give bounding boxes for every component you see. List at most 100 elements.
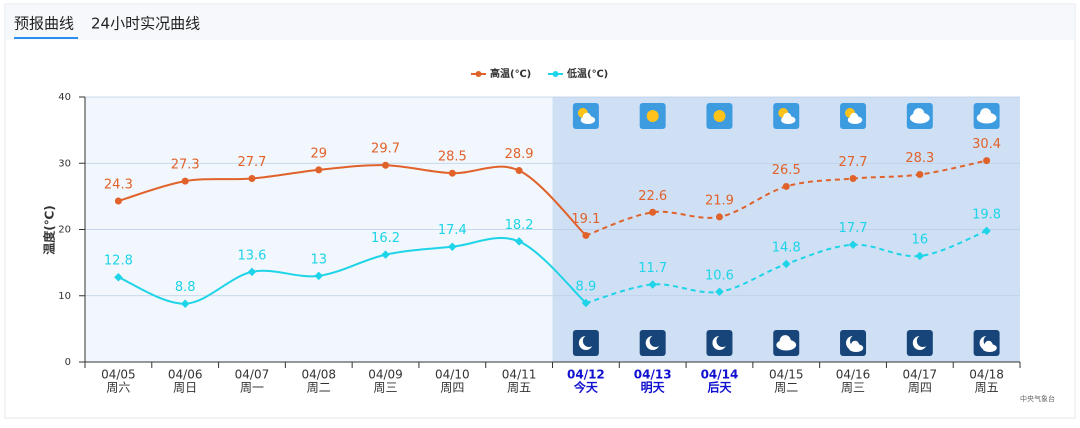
x-tick-label: 04/10 [435, 368, 470, 382]
x-tick-sublabel: 周五 [507, 381, 531, 395]
x-tick-sublabel: 后天 [707, 380, 732, 395]
data-label: 14.8 [772, 240, 801, 255]
data-label: 27.7 [237, 155, 266, 170]
data-label: 17.7 [839, 221, 868, 236]
data-label: 11.7 [638, 261, 667, 276]
data-label: 26.5 [772, 163, 801, 178]
x-tick-sublabel: 周四 [908, 381, 932, 395]
x-tick-label: 04/11 [502, 368, 537, 382]
x-tick-sublabel: 周一 [240, 381, 264, 395]
point [648, 280, 657, 289]
x-tick-label: 04/09 [368, 368, 403, 382]
data-label: 28.5 [438, 150, 467, 165]
legend-label: 低温(℃) [566, 67, 608, 80]
x-tick-label: 04/17 [903, 368, 938, 382]
data-label: 19.1 [571, 212, 600, 227]
tab[interactable]: 预报曲线 [14, 15, 74, 33]
weather-icon [773, 330, 800, 356]
data-label: 30.4 [972, 137, 1001, 152]
x-tick-sublabel: 明天 [641, 381, 666, 395]
point [314, 271, 323, 281]
icon-cloud [783, 112, 792, 121]
icon-cloud [850, 112, 859, 121]
point [715, 287, 724, 297]
weather-icon [906, 330, 933, 356]
x-tick-label: 04/14 [701, 368, 739, 382]
weather-icon [773, 103, 800, 129]
y-tick-label: 30 [58, 158, 71, 169]
icon-cloud [913, 108, 925, 120]
legend-marker [475, 71, 482, 77]
data-label: 21.9 [705, 193, 734, 208]
point [581, 298, 591, 308]
x-tick-label: 04/15 [769, 368, 804, 382]
icon-moon-cut [649, 335, 662, 347]
icon-cloud [984, 340, 993, 349]
icon-sun [713, 110, 726, 122]
weather-icon [906, 103, 933, 129]
y-axis-title: 温度(℃) [42, 205, 57, 255]
weather-icon [840, 330, 867, 356]
data-label: 24.3 [104, 178, 133, 193]
point [916, 171, 924, 179]
point [983, 157, 991, 165]
data-label: 29 [310, 146, 327, 161]
x-tick-sublabel: 周二 [307, 381, 331, 395]
y-tick-label: 0 [65, 357, 71, 368]
x-tick-sublabel: 周六 [106, 381, 130, 395]
point [248, 174, 256, 182]
data-label: 27.7 [839, 155, 868, 170]
x-tick-label: 04/07 [235, 368, 270, 382]
x-tick-label: 04/05 [101, 368, 136, 382]
x-tick-sublabel: 周二 [774, 381, 798, 395]
point [114, 197, 122, 205]
point [515, 167, 523, 175]
data-label: 19.8 [972, 207, 1001, 222]
weather-icon [706, 330, 733, 356]
weather-icon [639, 103, 666, 129]
point [849, 174, 857, 182]
data-label: 10.6 [705, 268, 734, 283]
x-tick-sublabel: 周日 [173, 381, 197, 395]
data-label: 18.2 [505, 218, 534, 233]
point [382, 161, 390, 169]
tab-underline [14, 37, 78, 39]
data-label: 28.9 [505, 147, 534, 162]
data-label: 16 [912, 233, 929, 248]
x-tick-label: 04/18 [969, 368, 1004, 382]
x-tick-label: 04/08 [301, 368, 336, 382]
icon-sun [646, 110, 659, 122]
y-tick-label: 10 [58, 291, 71, 302]
x-tick-sublabel: 周四 [440, 381, 464, 395]
point [782, 259, 791, 269]
point [114, 272, 123, 282]
point [247, 267, 257, 277]
weather-icon [973, 103, 1000, 129]
legend-marker [552, 71, 559, 77]
icon-cloud [582, 112, 591, 121]
data-label: 28.3 [905, 151, 934, 166]
data-label: 13 [310, 252, 327, 267]
point [180, 299, 190, 308]
y-tick-label: 20 [58, 225, 71, 236]
x-tick-label: 04/06 [168, 368, 203, 382]
point [448, 169, 456, 177]
icon-moon-cut [582, 335, 595, 347]
x-tick-label: 04/13 [634, 368, 672, 382]
legend-label: 高温(℃) [490, 67, 531, 80]
icon-cloud [779, 335, 791, 347]
data-label: 17.4 [438, 223, 467, 238]
x-tick-sublabel: 周五 [975, 381, 999, 395]
tab[interactable]: 24小时实况曲线 [91, 15, 200, 33]
point [181, 177, 189, 185]
x-tick-sublabel: 今天 [573, 380, 599, 395]
point [782, 182, 790, 190]
point [448, 242, 457, 251]
x-tick-sublabel: 周三 [841, 381, 865, 395]
icon-moon-cut [716, 335, 729, 347]
data-label: 22.6 [638, 189, 667, 204]
icon-cloud [980, 108, 992, 120]
point [582, 231, 590, 239]
x-tick-sublabel: 周三 [374, 381, 398, 395]
